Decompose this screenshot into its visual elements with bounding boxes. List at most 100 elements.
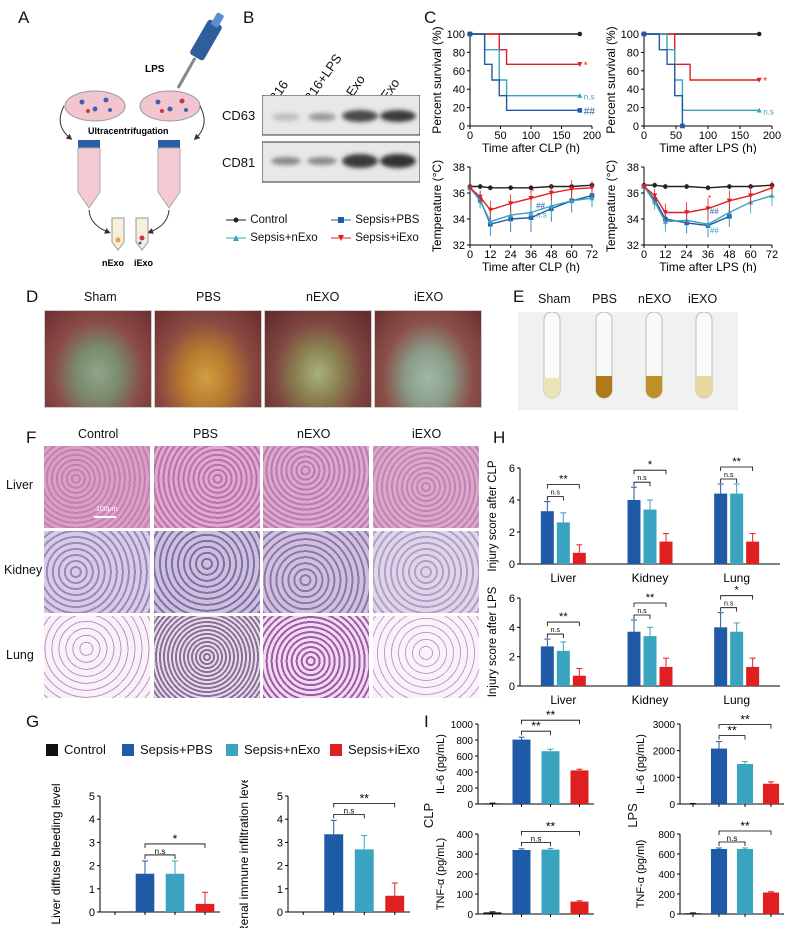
- data-point: [662, 210, 668, 216]
- bar: [540, 646, 554, 686]
- data-point: [589, 185, 595, 191]
- x-tick-label: 0: [467, 249, 473, 261]
- series-line: [644, 33, 760, 81]
- bar: [659, 541, 673, 564]
- photo-label: PBS: [196, 290, 222, 304]
- significance-bracket: [633, 602, 667, 607]
- petri-dish-left: [64, 90, 126, 122]
- annotation: ##: [710, 207, 719, 216]
- y-axis-label: IL-6 (pg/mL): [435, 734, 447, 794]
- x-axis-label: Time after LPS (h): [659, 141, 757, 154]
- data-point: [756, 77, 762, 83]
- y-tick-label: 5: [89, 791, 95, 803]
- data-point: [652, 182, 657, 188]
- y-tick-label: 3000: [653, 720, 676, 731]
- data-point: [508, 185, 513, 191]
- significance-label: n.s: [344, 806, 355, 815]
- data-point: [726, 198, 732, 204]
- y-axis-label: Temperature (°C): [604, 160, 618, 252]
- x-tick-label: 72: [586, 249, 598, 261]
- series-line: [644, 33, 760, 112]
- survival-chart-lps: 0 20 40 60 80 100 0 50 100 150 200 * n.s Time after L…: [604, 26, 781, 154]
- data-point: [727, 184, 732, 189]
- x-tick-label: 0: [641, 130, 647, 142]
- histology-liver-control: 100μm: [44, 446, 150, 528]
- abdomen-photo-iexo: [374, 310, 482, 408]
- significance-label: n.s: [637, 475, 647, 482]
- panel-label-h: H: [493, 428, 506, 447]
- y-tick-label: 80: [627, 47, 639, 59]
- histology-liver-pbs: [154, 446, 260, 528]
- histology-liver-nexo: [263, 446, 369, 528]
- y-tick-label: 34: [453, 214, 465, 226]
- y-tick-label: 0: [277, 907, 283, 919]
- bar: [556, 650, 570, 686]
- y-tick-label: 1: [277, 884, 283, 896]
- histology-lung-pbs: [154, 616, 260, 698]
- x-tick-label: 60: [566, 249, 578, 261]
- y-tick-label: 400: [658, 870, 675, 881]
- histology-kidney-nexo: [263, 531, 369, 613]
- y-tick-label: 80: [453, 47, 465, 59]
- y-tick-label: 300: [456, 850, 473, 861]
- x-tick-label: Lung: [723, 571, 750, 585]
- significance-label: **: [740, 713, 750, 727]
- histology-lung-control: [44, 616, 150, 698]
- y-axis-label: Renal immune infiltration level: [237, 780, 251, 928]
- legend-label: Sepsis+nExo: [244, 742, 321, 757]
- histology-row-label: Kidney: [4, 563, 43, 577]
- significance-label: n.s: [531, 834, 542, 843]
- tube-label: iEXO: [688, 292, 718, 306]
- bar: [354, 849, 374, 912]
- legend-label: Sepsis+iExo: [348, 742, 420, 757]
- y-axis-label: TNF-α (pg/ml): [635, 840, 647, 909]
- histology-liver-iexo: [373, 446, 479, 528]
- significance-label: n.s: [584, 93, 595, 102]
- temperature-chart-lps: 32 34 36 38 0 12 24 36 48 60 72 * ## ## Time after LPS…: [604, 160, 778, 273]
- y-axis-label: Injury score after LPS: [487, 586, 499, 697]
- data-point: [467, 31, 473, 37]
- series-line: [470, 33, 580, 112]
- significance-label: **: [727, 724, 737, 738]
- significance-bracket: [720, 478, 738, 483]
- y-tick-label: 3: [89, 837, 95, 849]
- y-tick-label: 4: [509, 622, 515, 634]
- significance-bracket: [546, 484, 580, 489]
- data-point: [528, 185, 534, 191]
- panel-label-f: F: [26, 428, 37, 447]
- significance-label: **: [546, 708, 556, 722]
- data-point: [705, 221, 711, 227]
- x-tick-label: Kidney: [632, 571, 669, 585]
- serum-tubes-image: [543, 312, 713, 399]
- y-axis-label: Injury score after CLP: [487, 460, 499, 572]
- x-axis-label: Time after LPS (h): [659, 260, 757, 273]
- data-point: [726, 209, 732, 215]
- tnf-lps-chart: 0 200 400 600 800 n.s** TNF-α (pg/ml): [635, 819, 784, 921]
- x-tick-label: 100: [522, 130, 540, 142]
- significance-bracket: [521, 730, 551, 736]
- y-tick-label: 20: [453, 103, 465, 115]
- legend-swatch: [122, 744, 134, 756]
- y-axis-label: Temperature (°C): [430, 160, 444, 252]
- data-point: [769, 185, 775, 191]
- histology-lung-iexo: [373, 616, 479, 698]
- legend-marker: [226, 234, 246, 241]
- x-tick-label: 200: [763, 130, 781, 142]
- tnf-clp-chart: 0 100 200 300 400 n.s ** TNF-α (pg/mL): [435, 819, 594, 921]
- x-tick-label: 24: [505, 249, 517, 261]
- microtube-iexo: [135, 217, 149, 251]
- significance-label: ##: [584, 106, 596, 117]
- data-point: [684, 184, 689, 189]
- significance-bracket: [718, 841, 746, 846]
- bar: [541, 849, 560, 914]
- data-point: [641, 31, 647, 37]
- y-tick-label: 5: [277, 791, 283, 803]
- legend-label: Control: [250, 214, 288, 226]
- bar: [195, 903, 215, 912]
- y-tick-label: 600: [456, 752, 473, 763]
- data-point: [705, 206, 711, 212]
- x-tick-label: 36: [525, 249, 537, 261]
- significance-label: n.s: [763, 107, 774, 116]
- y-tick-label: 0: [669, 910, 675, 921]
- y-tick-label: 36: [627, 188, 639, 200]
